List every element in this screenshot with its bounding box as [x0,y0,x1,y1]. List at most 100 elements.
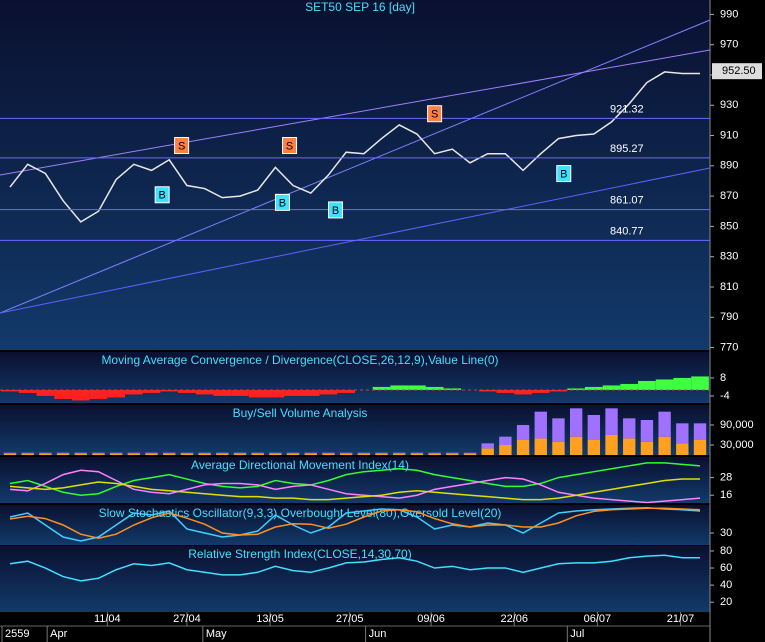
volume-bar [322,454,335,455]
macd-bar [673,377,692,390]
x-tick-label: 27/05 [336,613,364,625]
macd-bar [1,389,19,392]
macd-bar [408,385,426,390]
y-tick-label: 870 [720,190,738,202]
last-price-label: 952.50 [722,65,756,77]
x-tick-label: 13/05 [256,613,284,625]
macd-bar [142,389,161,393]
signal-label: B [158,190,165,202]
volume-bar [499,445,512,455]
volume-bar [145,452,158,454]
volume-bar [339,454,353,455]
panels [0,0,711,642]
signal-label: B [332,205,339,217]
y-tick-label: 20 [720,596,732,608]
volume-bar [304,452,317,454]
macd-bar [248,389,267,398]
signal-box [154,186,170,204]
volume-bar [605,408,618,435]
macd-bar [549,389,568,392]
volume-bar [587,440,601,455]
x-tick-label: 21/07 [667,613,695,625]
macd-bar [585,386,603,390]
volume-bar [163,452,176,454]
macd-bar [425,386,444,390]
volume-bar [92,454,105,455]
volume-bar [109,454,123,455]
panel-title: Buy/Sell Volume Analysis [233,406,368,420]
macd-bar [54,389,72,399]
volume-bar [499,436,512,445]
volume-bar [269,454,282,455]
signal-box [427,105,443,123]
volume-bar [286,454,300,455]
volume-bar [552,441,565,455]
volume-bar [3,454,17,455]
macd-bar [567,388,585,390]
volume-bar [357,452,371,454]
volume-bar [180,452,194,454]
series-line [9,554,700,582]
macd-bar [319,389,338,395]
macd-bar [514,389,532,395]
macd-bar [443,388,462,390]
macd-bar [89,389,108,399]
signal-box [174,137,190,155]
volume-bar [481,448,494,455]
volume-bar [304,454,317,455]
volume-bar [516,440,530,455]
x-tick-label: 22/06 [500,613,528,625]
panel-title: Average Directional Movement Index(14) [191,458,409,472]
level-label: 840.77 [610,225,644,237]
series-line [9,478,700,501]
volume-bar [693,440,707,455]
signal-label: S [431,109,438,121]
y-tick-label: 40 [720,579,732,591]
volume-bar [180,454,194,455]
macd-bar [531,389,550,393]
y-tick-label: 890 [720,160,738,172]
signal-label: B [279,197,286,209]
period-label: 2559 [5,628,29,640]
volume-bar [251,452,264,454]
volume-bar [198,454,211,455]
series-line [9,507,701,539]
series-line [9,71,700,223]
signal-label: B [560,168,567,180]
macd-bar [71,389,90,401]
volume-bar [463,454,477,455]
volume-bar [640,441,654,455]
x-tick-label: 09/06 [417,613,445,625]
volume-bar [39,452,52,454]
volume-bar [251,454,264,455]
macd-bar [691,376,709,390]
panel-title: Moving Average Convergence / Divergence(… [101,353,498,367]
macd-bar [107,389,125,398]
volume-bar [109,452,123,454]
macd-bar [620,383,639,390]
volume-bar [163,454,176,455]
y-tick-label: 8 [720,372,726,384]
chart-title: SET50 SEP 16 [day] [305,0,415,14]
volume-bar [428,454,441,455]
macd-bar [496,389,515,393]
volume-bar [127,452,141,454]
volume-bar [127,454,141,455]
x-tick-label: 06/07 [584,613,612,625]
volume-bar [21,454,34,455]
last-price-box [712,63,762,80]
volume-bar [74,454,87,455]
volume-bar [3,452,17,454]
y-tick-label: 30,000 [720,439,754,451]
volume-bar [693,423,707,440]
y-tick-label: 770 [720,341,738,353]
signal-label: S [178,140,185,152]
period-label: Apr [50,628,67,640]
volume-bar [428,452,441,454]
channel-line [0,19,711,314]
volume-bar [145,454,158,455]
macd-bar [655,379,674,390]
volume-bar [676,443,689,455]
volume-bar [410,452,424,454]
